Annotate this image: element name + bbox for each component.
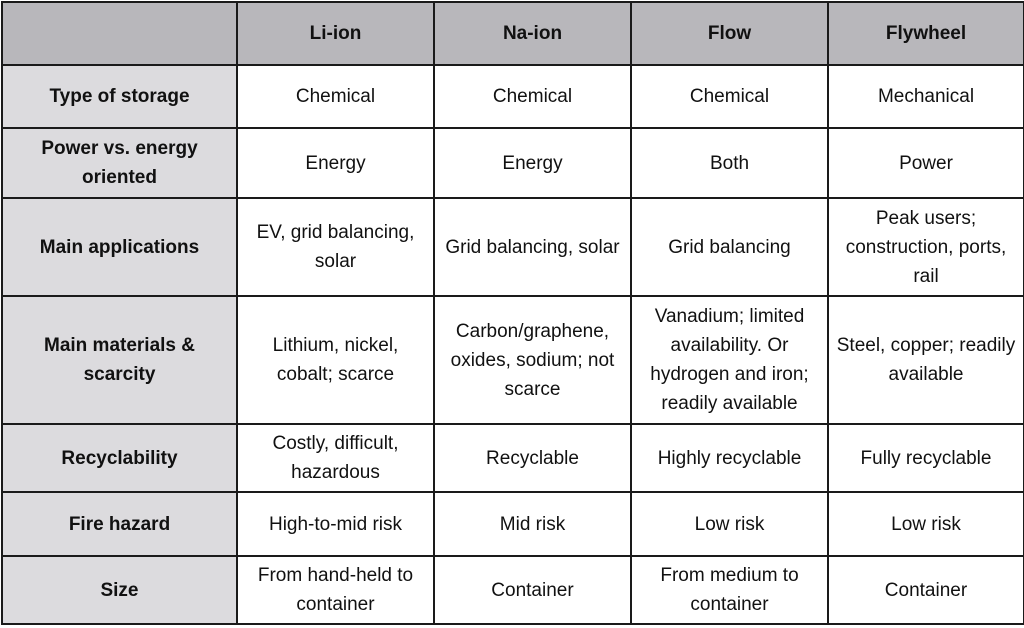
column-header-flow: Flow (630, 1, 829, 66)
column-header-flywheel: Flywheel (827, 1, 1024, 66)
column-header-li-ion: Li-ion (236, 1, 435, 66)
table-cell: EV, grid balancing, solar (236, 197, 435, 297)
table-cell: Chemical (433, 64, 632, 129)
row-header-type-of-storage: Type of storage (1, 64, 238, 129)
row-header-power-vs-energy: Power vs. energy oriented (1, 127, 238, 199)
table-cell: Mechanical (827, 64, 1024, 129)
table-row: Type of storage Chemical Chemical Chemic… (1, 64, 1024, 129)
table-header-row: Li-ion Na-ion Flow Flywheel (1, 1, 1024, 66)
table-row: Main applications EV, grid balancing, so… (1, 197, 1024, 297)
row-header-main-applications: Main applications (1, 197, 238, 297)
row-header-main-materials: Main materials & scarcity (1, 295, 238, 425)
table-cell: Mid risk (433, 491, 632, 557)
table-cell: Power (827, 127, 1024, 199)
row-header-size: Size (1, 555, 238, 625)
row-header-recyclability: Recyclability (1, 423, 238, 493)
table-cell: Vanadium; limited availability. Or hydro… (630, 295, 829, 425)
table-cell: Carbon/graphene, oxides, sodium; not sca… (433, 295, 632, 425)
column-header-corner (1, 1, 238, 66)
table-cell: Low risk (630, 491, 829, 557)
table-cell: Costly, difficult, hazardous (236, 423, 435, 493)
table-row: Power vs. energy oriented Energy Energy … (1, 127, 1024, 199)
table-cell: Chemical (236, 64, 435, 129)
table-row: Size From hand-held to container Contain… (1, 555, 1024, 625)
table-row: Fire hazard High-to-mid risk Mid risk Lo… (1, 491, 1024, 557)
table-cell: Chemical (630, 64, 829, 129)
table-cell: Grid balancing (630, 197, 829, 297)
table-cell: Highly recyclable (630, 423, 829, 493)
table-cell: High-to-mid risk (236, 491, 435, 557)
table-cell: Lithium, nickel, cobalt; scarce (236, 295, 435, 425)
table-cell: Container (827, 555, 1024, 625)
table-row: Recyclability Costly, difficult, hazardo… (1, 423, 1024, 493)
table-cell: Both (630, 127, 829, 199)
table-cell: Container (433, 555, 632, 625)
table-cell: Energy (236, 127, 435, 199)
row-header-fire-hazard: Fire hazard (1, 491, 238, 557)
table-row: Main materials & scarcity Lithium, nicke… (1, 295, 1024, 425)
table-cell: From hand-held to container (236, 555, 435, 625)
table-cell: Fully recyclable (827, 423, 1024, 493)
table-cell: Grid balancing, solar (433, 197, 632, 297)
table-cell: Steel, copper; readily available (827, 295, 1024, 425)
table-cell: Peak users; construction, ports, rail (827, 197, 1024, 297)
table-cell: Low risk (827, 491, 1024, 557)
column-header-na-ion: Na-ion (433, 1, 632, 66)
table-cell: Recyclable (433, 423, 632, 493)
table-cell: From medium to container (630, 555, 829, 625)
table-cell: Energy (433, 127, 632, 199)
